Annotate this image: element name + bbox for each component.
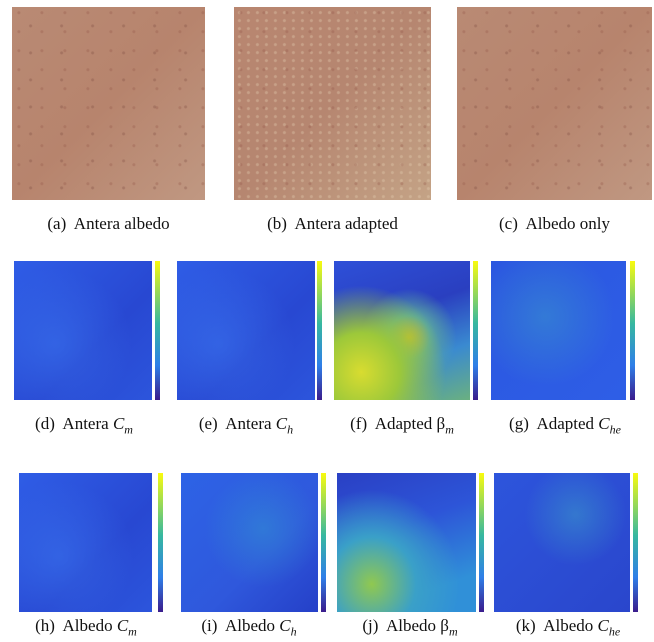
caption: (b) Antera adapted (234, 214, 431, 234)
caption-label: (b) (267, 214, 287, 233)
caption-label: (a) (47, 214, 67, 233)
heatmap (177, 261, 315, 400)
caption-subscript: h (287, 422, 294, 437)
colorbar (633, 473, 638, 612)
heatmap (14, 261, 152, 400)
caption-label: (h) (35, 616, 55, 635)
caption-symbol: C (112, 414, 125, 433)
caption-subscript: m (128, 624, 137, 639)
caption-text: Albedo (543, 616, 594, 635)
heatmap (181, 473, 318, 612)
colorbar (321, 473, 326, 612)
caption: (k) Albedo Che (486, 616, 650, 639)
caption-symbol: C (116, 616, 129, 635)
caption: (j) Albedo βm (330, 616, 490, 639)
caption-subscript: he (608, 624, 621, 639)
heatmap (491, 261, 626, 400)
caption-text: Antera albedo (73, 214, 170, 233)
caption: (h) Albedo Cm (6, 616, 166, 639)
caption-text: Adapted (536, 414, 595, 433)
caption-subscript: m (448, 624, 458, 639)
caption: (i) Albedo Ch (169, 616, 329, 639)
colorbar (630, 261, 635, 400)
caption-label: (j) (362, 616, 379, 635)
caption-text: Antera (62, 414, 109, 433)
skin-image (234, 7, 431, 200)
heatmap (337, 473, 476, 612)
caption-label: (i) (201, 616, 218, 635)
caption-symbol: β (436, 414, 446, 433)
caption-label: (k) (515, 616, 536, 635)
caption: (g) Adapted Che (480, 414, 650, 437)
colorbar (158, 473, 163, 612)
caption-text: Antera (225, 414, 272, 433)
colorbar (479, 473, 484, 612)
caption-subscript: h (290, 624, 297, 639)
caption-label: (d) (35, 414, 55, 433)
caption-text: Antera adapted (294, 214, 398, 233)
caption-subscript: he (609, 422, 621, 437)
caption-symbol: β (440, 616, 449, 635)
caption: (e) Antera Ch (166, 414, 326, 437)
caption-subscript: m (445, 422, 454, 437)
caption-symbol: C (279, 616, 291, 635)
caption-text: Adapted (374, 414, 433, 433)
colorbar (317, 261, 322, 400)
caption-subscript: m (124, 422, 133, 437)
colorbar (155, 261, 160, 400)
caption-text: Albedo (224, 616, 276, 635)
heatmap (19, 473, 152, 612)
caption-label: (e) (198, 414, 218, 433)
caption-label: (c) (499, 214, 518, 233)
caption: (c) Albedo only (457, 214, 652, 234)
heatmap (334, 261, 470, 400)
caption-symbol: C (275, 414, 288, 433)
skin-image (12, 7, 205, 200)
caption: (f) Adapted βm (322, 414, 482, 437)
heatmap (494, 473, 630, 612)
colorbar (473, 261, 478, 400)
caption-label: (g) (509, 414, 529, 433)
caption: (d) Antera Cm (4, 414, 164, 437)
caption-text: Albedo only (525, 214, 610, 233)
caption-symbol: C (598, 414, 610, 433)
caption: (a) Antera albedo (12, 214, 205, 234)
caption-label: (f) (350, 414, 368, 433)
skin-image (457, 7, 652, 200)
caption-text: Albedo (385, 616, 437, 635)
caption-text: Albedo (62, 616, 113, 635)
caption-symbol: C (597, 616, 609, 635)
